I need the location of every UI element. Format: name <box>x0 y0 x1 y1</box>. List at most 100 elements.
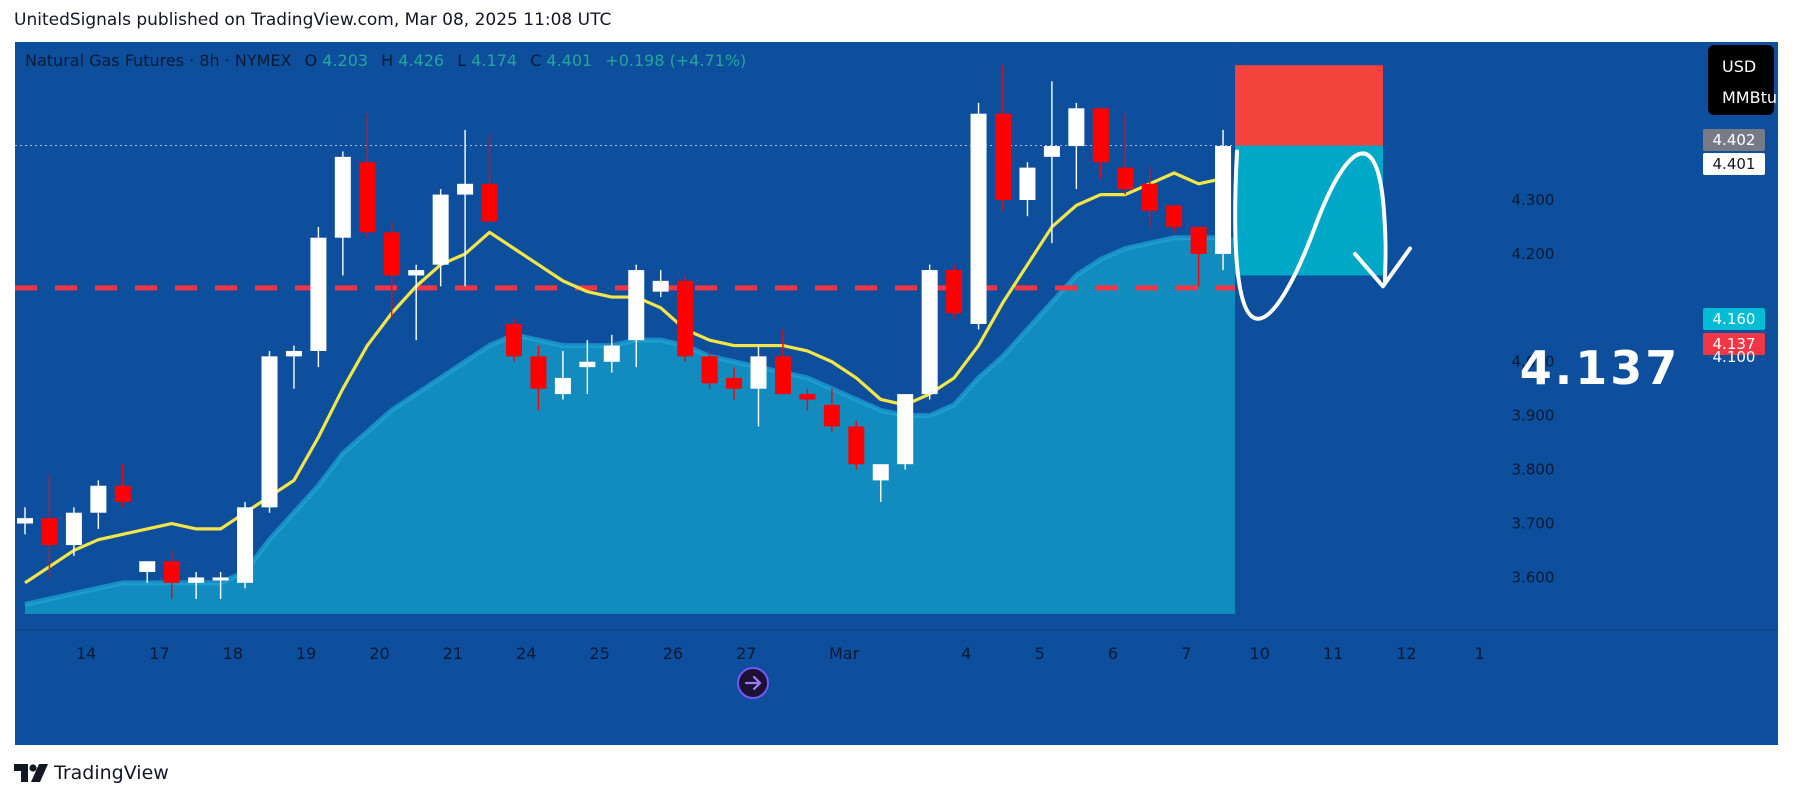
price-tag-4137-bg <box>1703 333 1765 355</box>
y-tick-label: 4.200 <box>1512 245 1555 263</box>
candle <box>114 464 131 508</box>
legend-open-value: 4.203 <box>322 51 368 70</box>
candle-body <box>921 270 938 395</box>
candle <box>359 113 376 238</box>
candle-body <box>652 280 669 292</box>
candle <box>432 189 449 287</box>
candle <box>848 421 865 470</box>
candle-body <box>310 237 327 351</box>
candle <box>677 275 694 362</box>
candle <box>774 329 791 395</box>
ma-line <box>24 171 1224 585</box>
candle-body <box>1141 183 1158 211</box>
candle <box>139 561 156 583</box>
candle <box>799 388 816 411</box>
stop-loss-box <box>1235 65 1383 146</box>
candle <box>823 388 840 432</box>
x-tick-label: 17 <box>149 644 169 663</box>
candle-body <box>1190 226 1207 254</box>
price-tag-4402: 4.402 <box>1703 129 1765 151</box>
candle <box>163 550 180 599</box>
legend-open-label: O <box>305 51 318 70</box>
candle-body <box>408 270 425 276</box>
area-edge-line <box>24 235 1224 607</box>
x-tick-label: Mar <box>829 644 860 663</box>
candle-body <box>114 485 131 502</box>
price-tag-4137-text: 4.137 <box>1713 335 1756 353</box>
candle <box>701 350 718 389</box>
candle <box>237 501 254 589</box>
x-tick-label: 6 <box>1108 644 1118 663</box>
candle-body <box>946 270 963 314</box>
candle-body <box>237 507 254 583</box>
candle-body <box>212 577 229 581</box>
candle <box>1043 81 1060 244</box>
candle <box>628 264 645 368</box>
candle-body <box>457 183 474 195</box>
arrow-right-icon <box>744 675 762 691</box>
candle-body <box>1019 167 1036 200</box>
legend-close-label: C <box>530 51 541 70</box>
legend-close-value: 4.401 <box>546 51 592 70</box>
candle-body <box>750 356 767 389</box>
candle <box>530 345 547 411</box>
x-tick-label: 27 <box>736 644 756 663</box>
x-tick-label: 19 <box>296 644 316 663</box>
candle-body <box>823 404 840 427</box>
candle <box>506 318 522 362</box>
candle <box>579 340 596 395</box>
candle-body <box>163 561 180 583</box>
x-tick-label: 21 <box>443 644 463 663</box>
x-tick-label: 26 <box>663 644 683 663</box>
jump-to-realtime-button[interactable] <box>737 667 769 699</box>
candle-body <box>261 356 278 508</box>
candle-body <box>701 356 718 384</box>
candle-body <box>17 518 33 524</box>
candle <box>946 264 963 319</box>
legend-line: Natural Gas Futures · 8h · NYMEX O 4.203… <box>25 51 746 70</box>
price-tag-4401: 4.401 <box>1703 153 1765 175</box>
candle <box>481 135 498 222</box>
candle-body <box>285 350 302 357</box>
x-tick-label: 14 <box>76 644 96 663</box>
currency-badge[interactable]: USD MMBtu <box>1708 45 1777 115</box>
y-tick-label: 3.700 <box>1512 515 1555 533</box>
legend-low-label: L <box>457 51 466 70</box>
currency-badge-bg <box>1708 45 1774 115</box>
price-tag-4402-bg <box>1703 129 1765 151</box>
candle <box>65 507 82 556</box>
take-profit-box <box>1235 145 1383 276</box>
candle <box>897 394 914 470</box>
y-tick-label: 4.000 <box>1512 353 1555 371</box>
candle-body <box>334 156 351 238</box>
candle <box>554 350 571 400</box>
legend-change: +0.198 (+4.71%) <box>605 51 746 70</box>
x-tick-label: 7 <box>1181 644 1191 663</box>
candle-body <box>848 426 865 465</box>
candle <box>1141 167 1158 227</box>
candle-body <box>65 512 82 546</box>
overlay-layer <box>1233 42 1475 630</box>
legend-low-value: 4.174 <box>471 51 517 70</box>
candle <box>1215 129 1232 271</box>
candle <box>652 270 669 298</box>
price-tag-4100-text: 4.100 <box>1713 348 1756 366</box>
x-tick-label: 11 <box>1323 644 1343 663</box>
candle-body <box>554 377 571 395</box>
candle-body <box>432 194 449 265</box>
candle <box>457 129 474 287</box>
y-tick-label: 3.900 <box>1512 407 1555 425</box>
candle-body <box>1166 205 1183 227</box>
publish-header: UnitedSignals published on TradingView.c… <box>14 10 612 30</box>
candle-body <box>506 324 522 357</box>
chart-frame[interactable]: 3.600 3.700 3.800 3.900 4.000 4.200 4.300 14 17 1… <box>15 42 1778 745</box>
price-tag-4402-text: 4.402 <box>1713 131 1756 149</box>
candle-body <box>481 183 498 222</box>
x-tick-label: 5 <box>1035 644 1045 663</box>
price-tag-4160-text: 4.160 <box>1713 310 1756 328</box>
y-tick-label: 4.300 <box>1512 191 1555 209</box>
price-tag-4160: 4.160 <box>1703 308 1765 330</box>
area-fill <box>25 237 1236 614</box>
candle-body <box>579 361 596 368</box>
